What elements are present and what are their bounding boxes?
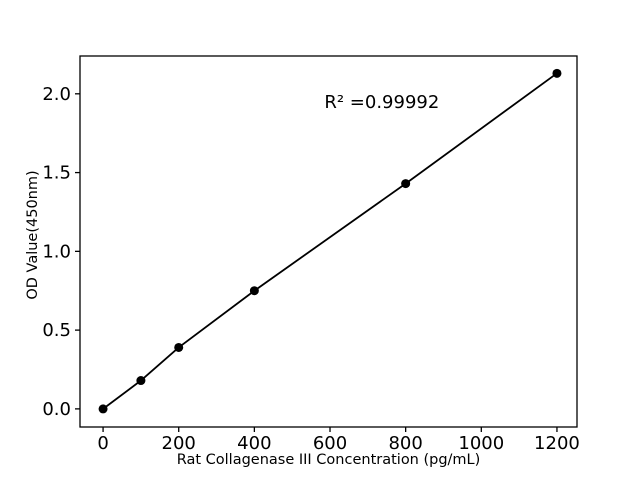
x-tick-label: 800 (388, 433, 422, 454)
data-point (401, 179, 411, 189)
x-tick-label: 600 (313, 433, 347, 454)
plot-frame (79, 55, 578, 428)
r-squared-annotation: R² =0.99992 (324, 92, 439, 113)
y-tick-label: 1.5 (42, 163, 71, 184)
x-tick-label: 0 (97, 433, 108, 454)
data-point (552, 68, 562, 78)
x-tick-label: 1000 (458, 433, 504, 454)
data-point (249, 286, 259, 296)
y-tick-label: 0.0 (42, 399, 71, 420)
x-tick-label: 200 (162, 433, 196, 454)
x-tick-label: 400 (237, 433, 271, 454)
data-point (136, 376, 146, 386)
data-point (98, 404, 108, 414)
x-tick-label: 1200 (534, 433, 580, 454)
y-tick-label: 0.5 (42, 320, 71, 341)
y-axis-label: OD Value(450nm) (25, 170, 41, 299)
trend-line (102, 72, 558, 410)
data-point (174, 342, 184, 352)
y-tick-label: 1.0 (42, 241, 71, 262)
x-axis-label: Rat Collagenase III Concentration (pg/mL… (177, 452, 481, 468)
y-tick-label: 2.0 (42, 84, 71, 105)
